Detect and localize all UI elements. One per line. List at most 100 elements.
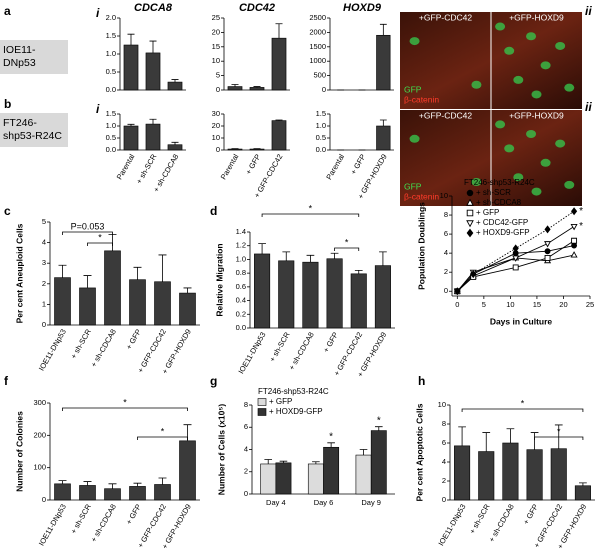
y-tick-label: 0: [216, 145, 220, 154]
significance-bracket: [62, 231, 113, 235]
error-bar: [330, 252, 339, 259]
marker: [466, 209, 474, 217]
x-tick-label: 0: [455, 300, 459, 309]
chart-title: FT246-shp53-R24C: [258, 387, 329, 396]
error-bar: [58, 480, 67, 484]
y-tick-label: 8: [442, 419, 446, 428]
marker: [571, 242, 578, 249]
x-tick-label: 25: [586, 300, 594, 309]
annotation: *: [521, 398, 525, 408]
bar: [550, 448, 567, 501]
y-tick-label: 0: [442, 495, 446, 504]
bar: [123, 44, 139, 91]
error-bar: [127, 33, 135, 45]
marker: [512, 264, 519, 271]
y-tick-label: 2000: [309, 27, 326, 36]
x-tick-label: + sh-SCR: [69, 327, 93, 360]
y-tick-label: 10: [440, 191, 448, 200]
bar: [307, 463, 324, 495]
bar: [302, 261, 319, 329]
bar: [275, 462, 292, 495]
annotation: P=0.053: [71, 221, 105, 231]
y-tick-label: 5: [42, 217, 46, 226]
bar: [79, 287, 96, 326]
y-tick-label: 1.5: [106, 31, 116, 40]
significance-bracket: [534, 436, 584, 440]
x-tick-label: Parental: [219, 152, 241, 181]
bar: [254, 253, 271, 329]
y-tick-label: 0: [244, 489, 248, 498]
nucleus: [495, 22, 506, 31]
y-tick-label: 10: [438, 400, 446, 409]
y-tick-label: 0.8: [236, 268, 246, 277]
legend-label: + HOXD9-GFP: [476, 228, 530, 237]
error-bar: [506, 428, 515, 443]
marker: [512, 244, 519, 253]
marker: [544, 241, 552, 248]
error-bar: [149, 118, 157, 125]
x-tick-label: + GFP: [521, 502, 540, 525]
bar: [478, 451, 495, 501]
y-tick-label: 10: [212, 56, 220, 65]
x-tick-label: Parental: [324, 152, 346, 181]
bar: [376, 125, 391, 151]
bar: [145, 52, 161, 91]
error-bar: [579, 482, 587, 486]
y-tick-label: 1.0: [236, 254, 246, 263]
bar: [526, 449, 543, 501]
panel-letter: c: [4, 204, 11, 218]
x-tick-label: + sh-SCR: [69, 502, 93, 535]
error-bar: [183, 287, 192, 294]
bar: [260, 463, 277, 495]
y-tick-label: 2.0: [106, 13, 116, 22]
annotation: *: [345, 237, 349, 247]
error-bar: [379, 23, 387, 36]
x-tick-label: 15: [533, 300, 541, 309]
y-tick-label: 25: [212, 13, 220, 22]
y-tick-label: 2: [444, 267, 448, 276]
y-axis-label: Number of Cells (x10⁵): [216, 404, 226, 496]
y-tick-label: 1.5: [106, 109, 116, 118]
annotation: *: [123, 397, 127, 407]
bar: [154, 484, 171, 501]
error-bar: [158, 254, 167, 282]
stain-label: GFP: [404, 84, 422, 94]
bar: [129, 279, 146, 326]
bar: [249, 148, 265, 151]
legend-swatch: [257, 398, 267, 406]
bar: [54, 277, 71, 326]
y-tick-label: 0.5: [316, 133, 326, 142]
y-tick-label: 2: [244, 467, 248, 476]
x-tick-label: + GFP: [244, 152, 263, 175]
y-tick-label: 4: [442, 457, 446, 466]
x-tick-label: + GFP: [124, 327, 143, 350]
y-axis-label: Per cent Aneuploid Cells: [14, 223, 24, 323]
bar: [249, 87, 265, 91]
x-tick-label: + sh-CDCA8: [89, 502, 118, 543]
bar: [129, 486, 146, 501]
panel-letter: b: [4, 97, 11, 111]
image-caption: +GFP-CDC42: [419, 12, 472, 22]
annotation: *: [579, 206, 583, 217]
y-tick-label: 4: [244, 444, 248, 453]
y-tick-label: 0.0: [106, 85, 116, 94]
bar: [323, 446, 340, 495]
y-tick-label: 200: [33, 430, 46, 439]
error-bar: [379, 119, 387, 126]
x-tick-label: Day 9: [361, 498, 381, 507]
y-tick-label: 0.0: [316, 145, 326, 154]
annotation: *: [309, 203, 313, 213]
x-tick-label: Parental: [115, 152, 137, 181]
x-tick-label: Day 6: [314, 498, 334, 507]
y-axis-label: Relative Migration: [214, 243, 224, 316]
marker: [466, 228, 474, 238]
nucleus: [540, 158, 551, 167]
y-tick-label: 100: [33, 463, 46, 472]
bar: [123, 125, 139, 151]
y-tick-label: 4: [444, 248, 448, 257]
panel-letter: f: [4, 374, 9, 388]
x-tick-label: + sh-CDCA8: [89, 327, 118, 368]
error-bar: [482, 432, 491, 452]
error-bar: [379, 251, 387, 266]
marker: [570, 224, 578, 231]
